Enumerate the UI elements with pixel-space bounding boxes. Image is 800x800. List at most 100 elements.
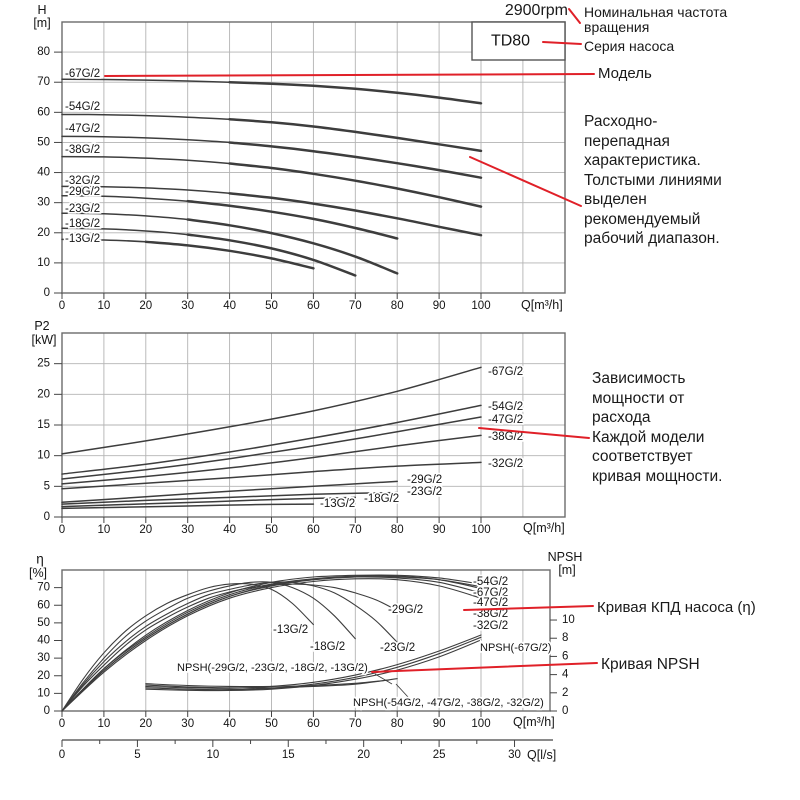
annotation-pointer-line [469,156,582,207]
curve--29G/2 [61,194,398,240]
curve-label: -13G/2 [65,233,100,245]
x-tick-label: 0 [59,300,65,312]
y-tick-label: 70 [37,582,50,594]
curve-η -67G/2 [61,576,482,712]
axis-title: H [37,3,46,17]
y-tick-label: 40 [37,635,50,647]
curve--23G/2 [61,491,398,505]
x-tick-label: 100 [471,524,490,536]
curve--23G/2 [61,212,398,275]
npsh-tick-label: 6 [562,650,568,662]
model-annotation: Модель [598,65,652,82]
curve-thick--18G/2 [186,233,357,277]
curve-thick--54G/2 [228,118,483,153]
x-tick-label: 60 [307,718,320,730]
x-tick-label: 90 [433,524,446,536]
curve-label: NPSH(-54G/2, -47G/2, -38G/2, -32G/2) [353,697,544,709]
curve-label: -23G/2 [407,486,442,498]
curve-NPSH(-54G/2, -47G/2, -38G/2, -32G/2) [145,636,482,691]
curve-thick--67G/2 [228,80,483,105]
x-tick-label: 10 [98,718,111,730]
npsh-tick-label: 0 [562,705,568,717]
x-tick-label: 0 [59,524,65,536]
x-tick-label: 70 [349,524,362,536]
x-tick-label: 10 [98,300,111,312]
x-tick-label: 30 [181,300,194,312]
curve-η -13G/2 [61,582,314,712]
x-tick-label: 80 [391,300,404,312]
y-tick-label: 15 [37,419,50,431]
x-tick-label: 70 [349,300,362,312]
axis-title: NPSH [548,550,583,564]
curve-label: -32G/2 [65,175,100,187]
curve-thick--38G/2 [228,162,483,208]
lps-tick-label: 5 [134,749,140,761]
series-box-label: TD80 [491,33,530,50]
curve-label: -23G/2 [380,642,415,654]
curve-NPSH(-29G/2, -23G/2, -18G/2, -13G/2) [145,678,398,689]
y-tick-label: 20 [37,670,50,682]
power-flow-chart: 0 10 20 30 40 50 60 70 80 90 100 0 5 10 15 20 25 -67G/2 -5… [32,319,566,536]
series-annotation: Серия насоса [584,38,675,54]
x-tick-label: 20 [139,300,152,312]
label-leader [395,683,409,698]
y-tick-label: 20 [37,227,50,239]
curve--32G/2 [61,185,482,236]
lps-tick-label: 20 [357,749,370,761]
y-tick-label: 10 [37,257,50,269]
curve--54G/2 [61,404,482,475]
curve-label: -67G/2 [473,587,508,599]
curve-label: -47G/2 [473,597,508,609]
y-tick-label: 50 [37,617,50,629]
curve-label: -13G/2 [273,624,308,636]
curve--18G/2 [61,496,357,508]
annotation-pointer-line [104,73,595,77]
curve-label: -29G/2 [388,604,423,616]
curve--32G/2 [61,461,482,490]
lps-tick-label: 0 [59,749,65,761]
axis-title: [kW] [32,333,57,347]
y-tick-label: 20 [37,388,50,400]
power-curve-annotation: Зависимость мощности от расхода Каждой м… [592,370,723,485]
curve-thick--47G/2 [228,141,483,179]
y-tick-label: 60 [37,599,50,611]
x-tick-label: 30 [181,718,194,730]
y-tick-label: 70 [37,76,50,88]
x-tick-label: 50 [265,524,278,536]
curve-η -18G/2 [61,581,356,712]
y-tick-label: 60 [37,106,50,118]
x-tick-label: 100 [471,300,490,312]
curve-NPSH(-67G/2) [145,634,482,689]
curve-η -54G/2 [61,574,482,712]
y-tick-label: 10 [37,687,50,699]
lps-tick-label: 15 [282,749,295,761]
curve--38G/2 [61,155,482,208]
axis-title: [m] [558,563,575,577]
curve-thick--23G/2 [186,218,399,275]
curve-label: -32G/2 [473,620,508,632]
curve--54G/2 [61,113,482,152]
efficiency-npsh-chart: 0 10 20 30 40 50 60 70 80 90 100010203040506070024… [29,550,582,762]
head-flow-chart: 0 10 20 30 40 50 60 70 80 90 100 0 10 20 30 40 50 60 70 80 -… [33,3,566,312]
curve-label: -38G/2 [488,431,523,443]
curve-label: -18G/2 [364,493,399,505]
curve--67G/2 [61,366,482,455]
x-tick-label: 40 [223,524,236,536]
y-tick-label: 30 [37,652,50,664]
curve--47G/2 [61,416,482,480]
curve-η -29G/2 [61,583,398,712]
curve-η -32G/2 [61,578,482,712]
y-tick-label: 50 [37,136,50,148]
lps-tick-label: 25 [433,749,446,761]
npsh-curve-annotation: Кривая NPSH [601,656,700,673]
axis-title: [m] [33,16,50,30]
axis-title: Q[m³/h] [513,715,555,729]
y-tick-label: 5 [44,480,50,492]
y-tick-label: 0 [44,511,50,523]
curve--13G/2 [61,503,315,510]
x-tick-label: 50 [265,718,278,730]
curve-label: -18G/2 [65,218,100,230]
x-tick-label: 60 [307,524,320,536]
curve--38G/2 [61,434,482,485]
curve-label: -18G/2 [310,641,345,653]
